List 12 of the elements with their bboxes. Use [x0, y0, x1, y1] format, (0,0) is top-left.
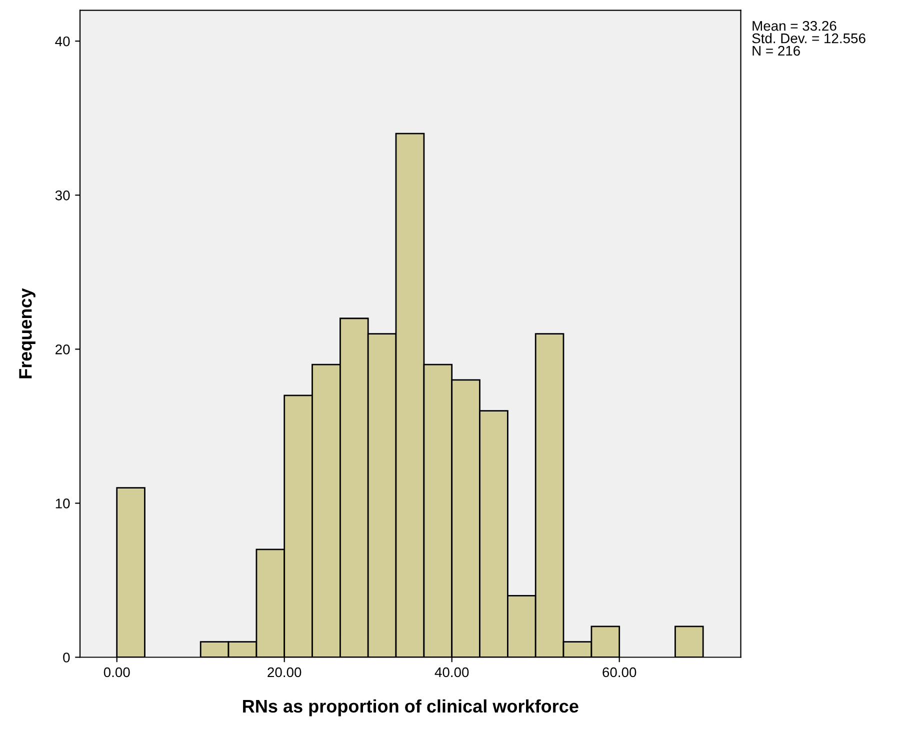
- x-tick-label: 40.00: [434, 667, 469, 678]
- x-axis-title: RNs as proportion of clinical workforce: [243, 699, 578, 716]
- x-tick-label: 20.00: [268, 667, 302, 678]
- y-tick-label: 40: [55, 36, 70, 46]
- y-tick-label: 30: [55, 190, 70, 200]
- y-axis-title: Frequency: [19, 288, 36, 378]
- x-tick-label: 60.00: [602, 667, 636, 678]
- text: Mean = 33.26 Std. Dev. = 12.556 N = 216: [752, 20, 866, 56]
- y-tick-label: 0: [63, 652, 70, 662]
- y-tick-label: 10: [56, 498, 70, 508]
- y-tick-label: 20: [56, 344, 70, 354]
- x-tick-label: 0.00: [104, 667, 130, 678]
